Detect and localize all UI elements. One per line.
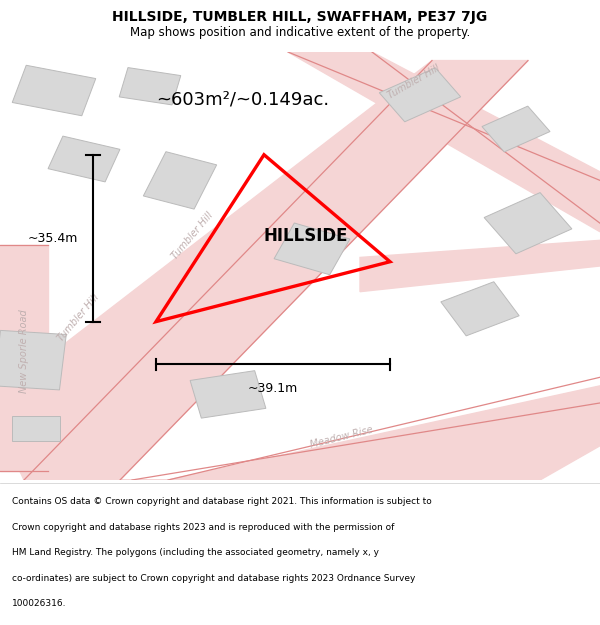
Polygon shape <box>441 282 519 336</box>
Polygon shape <box>12 416 60 441</box>
Polygon shape <box>0 331 66 390</box>
Polygon shape <box>0 61 528 480</box>
Text: Meadow Rise: Meadow Rise <box>310 424 374 450</box>
Polygon shape <box>484 192 572 254</box>
Text: Tumbler Hill: Tumbler Hill <box>169 211 215 262</box>
Polygon shape <box>274 223 350 275</box>
Polygon shape <box>108 386 600 480</box>
Text: ~603m²/~0.149ac.: ~603m²/~0.149ac. <box>156 90 329 108</box>
Polygon shape <box>482 106 550 152</box>
Text: HILLSIDE, TUMBLER HILL, SWAFFHAM, PE37 7JG: HILLSIDE, TUMBLER HILL, SWAFFHAM, PE37 7… <box>112 11 488 24</box>
Text: New Sporle Road: New Sporle Road <box>19 310 29 394</box>
Text: HILLSIDE: HILLSIDE <box>264 227 348 245</box>
Polygon shape <box>12 65 96 116</box>
Text: HM Land Registry. The polygons (including the associated geometry, namely x, y: HM Land Registry. The polygons (includin… <box>12 548 379 557</box>
Text: Tumbler Hill: Tumbler Hill <box>386 63 442 101</box>
Polygon shape <box>379 68 461 122</box>
Text: ~39.1m: ~39.1m <box>248 381 298 394</box>
Polygon shape <box>0 244 48 471</box>
Text: ~35.4m: ~35.4m <box>28 232 78 244</box>
Text: Contains OS data © Crown copyright and database right 2021. This information is : Contains OS data © Crown copyright and d… <box>12 498 432 506</box>
Polygon shape <box>288 52 600 232</box>
Text: co-ordinates) are subject to Crown copyright and database rights 2023 Ordnance S: co-ordinates) are subject to Crown copyr… <box>12 574 415 582</box>
Polygon shape <box>190 371 266 418</box>
Polygon shape <box>360 241 600 292</box>
Text: Tumbler Hill: Tumbler Hill <box>55 292 101 343</box>
Polygon shape <box>119 68 181 105</box>
Text: Map shows position and indicative extent of the property.: Map shows position and indicative extent… <box>130 26 470 39</box>
Polygon shape <box>143 152 217 209</box>
Text: 100026316.: 100026316. <box>12 599 67 608</box>
Polygon shape <box>48 136 120 182</box>
Text: Crown copyright and database rights 2023 and is reproduced with the permission o: Crown copyright and database rights 2023… <box>12 522 394 532</box>
